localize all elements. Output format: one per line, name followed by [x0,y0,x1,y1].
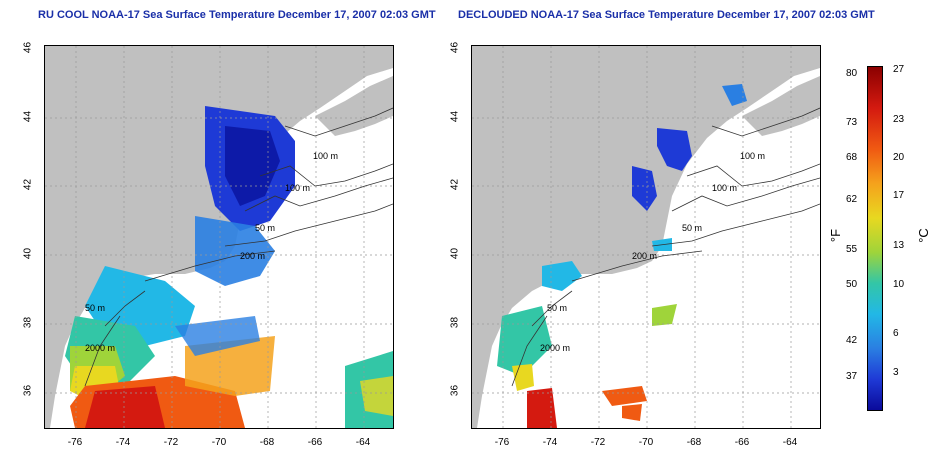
graticule-left [45,46,393,428]
lat-tick: 38 [22,316,34,329]
lon-tick: -66 [307,437,323,448]
celsius-tick: 23 [893,114,905,125]
land-nova-scotia [315,76,393,136]
lon-tick: -64 [782,437,798,448]
fahrenheit-unit-label: °F [828,228,844,243]
bathymetry-contours-right [511,107,820,387]
lat-tick: 40 [449,247,461,260]
celsius-unit-label: °C [915,228,931,243]
lat-tick: 42 [449,178,461,191]
lat-tick: 36 [22,384,34,397]
lat-tick: 46 [449,41,461,54]
lon-tick: -72 [163,437,179,448]
celsius-tick: 10 [893,279,905,290]
contour-label: 2000 m [540,343,570,353]
celsius-tick: 6 [893,328,899,339]
sst-data-right [497,84,747,428]
lon-tick: -66 [734,437,750,448]
celsius-tick: 3 [893,367,899,378]
bathymetry-contours-left [84,107,393,387]
right-sst-map: 100 m 100 m 50 m 200 m 50 m 2000 m [471,45,821,429]
fahrenheit-tick: 42 [846,335,858,346]
contour-label: 100 m [712,183,737,193]
celsius-tick: 27 [893,64,905,75]
lat-tick: 38 [449,316,461,329]
left-map-title: RU COOL NOAA-17 Sea Surface Temperature … [38,9,436,21]
contour-label: 100 m [285,183,310,193]
lat-tick: 36 [449,384,461,397]
graticule-right [472,46,820,428]
celsius-tick: 17 [893,190,905,201]
celsius-tick: 13 [893,240,905,251]
lon-tick: -70 [211,437,227,448]
fahrenheit-tick: 62 [846,194,858,205]
lat-tick: 44 [449,110,461,123]
contour-label: 100 m [740,151,765,161]
lon-tick: -64 [355,437,371,448]
fahrenheit-tick: 37 [846,371,858,382]
lat-tick: 46 [22,41,34,54]
lon-tick: -68 [259,437,275,448]
right-map-title: DECLOUDED NOAA-17 Sea Surface Temperatur… [458,9,875,21]
contour-label: 50 m [255,223,275,233]
temperature-colorbar [867,66,883,411]
land-north [472,46,820,428]
lat-tick: 42 [22,178,34,191]
contour-label: 2000 m [85,343,115,353]
celsius-tick: 20 [893,152,905,163]
left-sst-map: 100 m 100 m 50 m 200 m 50 m 2000 m [44,45,394,429]
land-nova-scotia [742,76,820,136]
lon-tick: -74 [542,437,558,448]
contour-label: 200 m [240,251,265,261]
lon-tick: -70 [638,437,654,448]
lat-tick: 44 [22,110,34,123]
contour-label: 200 m [632,251,657,261]
lon-tick: -76 [67,437,83,448]
lon-tick: -72 [590,437,606,448]
fahrenheit-tick: 73 [846,117,858,128]
lon-tick: -68 [686,437,702,448]
fahrenheit-tick: 80 [846,68,858,79]
fahrenheit-tick: 50 [846,279,858,290]
contour-label: 50 m [547,303,567,313]
fahrenheit-tick: 55 [846,244,858,255]
lon-tick: -76 [494,437,510,448]
lon-tick: -74 [115,437,131,448]
contour-label: 100 m [313,151,338,161]
contour-label: 50 m [682,223,702,233]
contour-label: 50 m [85,303,105,313]
lat-tick: 40 [22,247,34,260]
fahrenheit-tick: 68 [846,152,858,163]
